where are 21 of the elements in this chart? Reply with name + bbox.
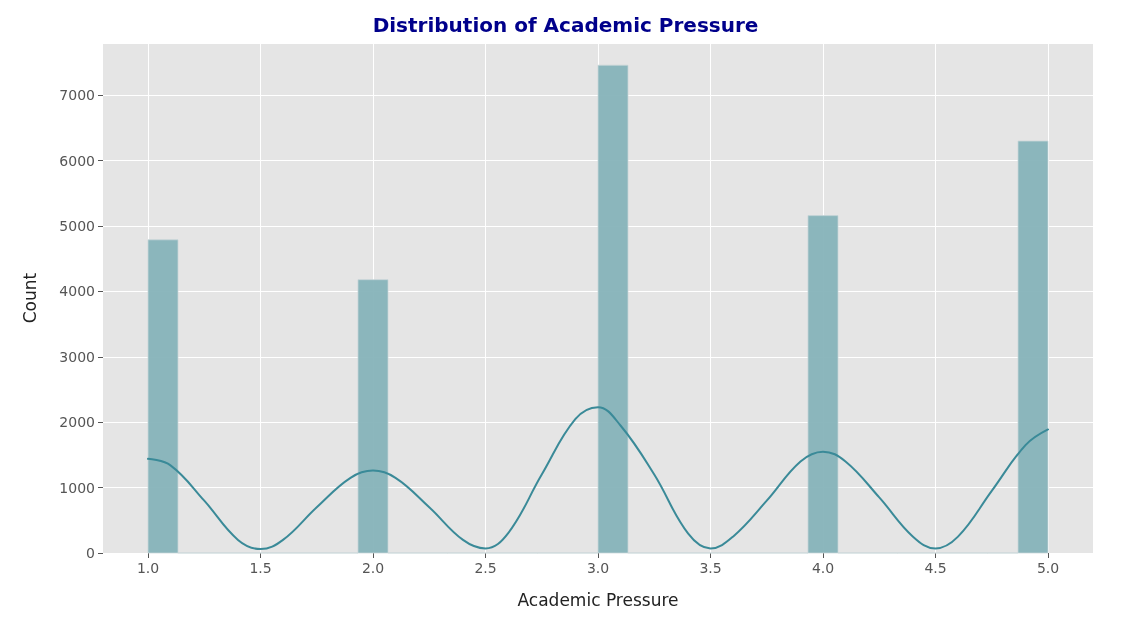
x-tick-label: 1.0 — [136, 560, 160, 576]
y-tick-label: 3000 — [59, 348, 95, 365]
x-tick-label: 3.0 — [586, 560, 610, 576]
y-tick-label: 0 — [86, 545, 95, 561]
y-tick-label: 4000 — [59, 283, 95, 300]
y-tick-label: 2000 — [59, 414, 95, 431]
y-tick-label: 6000 — [59, 152, 95, 169]
y-tick-label: 7000 — [59, 87, 95, 104]
x-tick-label: 4.5 — [924, 560, 947, 576]
x-tick-label: 2.5 — [474, 560, 497, 576]
y-tick-label: 1000 — [59, 479, 95, 496]
x-axis-title: Academic Pressure — [517, 589, 679, 610]
y-tick-label: 5000 — [59, 218, 95, 235]
y-axis-title: Count — [19, 272, 40, 324]
chart-title: Distribution of Academic Pressure — [372, 13, 759, 37]
x-tick-label: 3.5 — [699, 560, 722, 576]
x-tick-label: 2.0 — [361, 560, 385, 576]
line-series — [147, 406, 1049, 551]
x-tick-label: 4.0 — [811, 560, 835, 576]
x-tick-label: 1.5 — [249, 560, 272, 576]
x-tick-label: 5.0 — [1036, 560, 1060, 576]
